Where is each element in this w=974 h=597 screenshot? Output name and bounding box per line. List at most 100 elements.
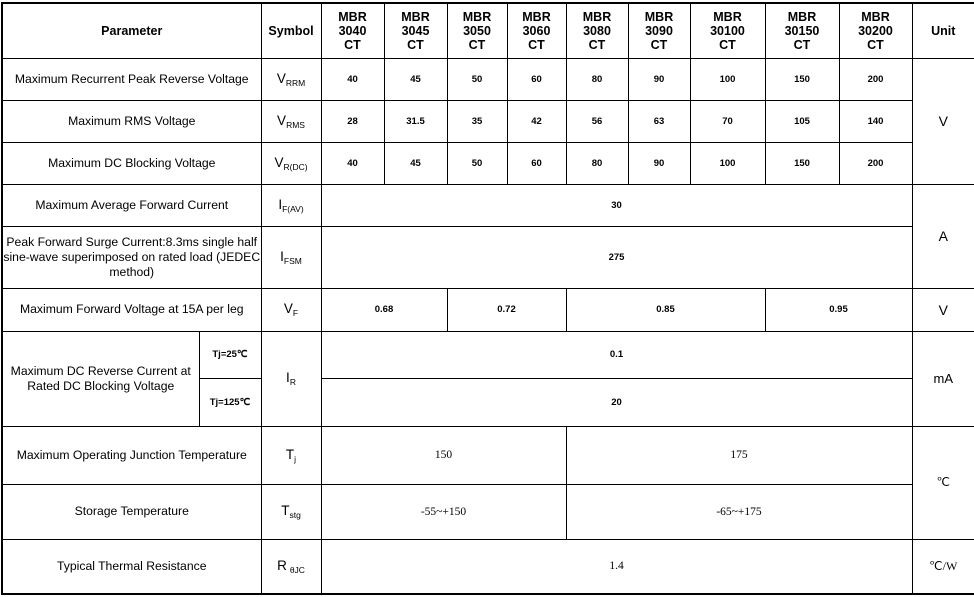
header-device-mbr30200ct: MBR 30200 CT bbox=[838, 2, 913, 59]
device-name-line: CT bbox=[344, 37, 361, 52]
symbol-subscript: θJC bbox=[289, 564, 305, 575]
row-ir-125c: Tj=125℃ 20 bbox=[2, 377, 974, 427]
unit-reverse-current: mA bbox=[911, 330, 974, 427]
device-name-line: MBR bbox=[338, 9, 367, 24]
device-name-line: MBR bbox=[713, 9, 742, 24]
symbol-ir: IR bbox=[260, 330, 322, 427]
device-name-line: CT bbox=[588, 37, 606, 52]
symbol-base: V bbox=[277, 112, 287, 128]
tstg-value-high-cell: -65~+175 bbox=[565, 483, 913, 540]
symbol-vrrm: VRRM bbox=[260, 57, 322, 101]
tstg-value-low-cell: -55~+150 bbox=[320, 483, 567, 540]
device-name-line: 30100 bbox=[710, 23, 745, 38]
symbol-vf: VF bbox=[260, 287, 322, 332]
vrms-value-cell: 63 bbox=[627, 99, 691, 143]
vrrm-value-cell: 80 bbox=[565, 57, 629, 101]
vrdc-value-cell: 45 bbox=[383, 141, 448, 185]
device-name-line: 30200 bbox=[858, 23, 893, 38]
vrrm-value-cell: 150 bbox=[764, 57, 840, 101]
param-ir: Maximum DC Reverse Current at Rated DC B… bbox=[1, 330, 200, 427]
param-vrrm: Maximum Recurrent Peak Reverse Voltage bbox=[1, 57, 262, 101]
param-tstg: Storage Temperature bbox=[1, 483, 262, 540]
vrrm-value-cell: 90 bbox=[627, 57, 691, 101]
symbol-vrms: VRMS bbox=[260, 99, 322, 143]
symbol-subscript: RRM bbox=[285, 77, 306, 88]
header-parameter: Parameter bbox=[1, 2, 262, 59]
vrrm-value-cell: 50 bbox=[446, 57, 508, 101]
vrms-value-cell: 42 bbox=[506, 99, 567, 143]
vrms-value-cell: 56 bbox=[565, 99, 629, 143]
vrdc-value-cell: 90 bbox=[627, 141, 691, 185]
param-vrms: Maximum RMS Voltage bbox=[1, 99, 262, 143]
device-name-line: 3090 bbox=[645, 23, 673, 38]
device-name-line: MBR bbox=[401, 9, 430, 24]
header-device-mbr3045ct: MBR 3045 CT bbox=[383, 2, 448, 59]
ifsm-value-cell: 275 bbox=[320, 225, 913, 289]
header-device-mbr3060ct: MBR 3060 CT bbox=[506, 2, 567, 59]
unit-current: A bbox=[911, 183, 974, 289]
vrdc-value-cell: 150 bbox=[764, 141, 840, 185]
symbol-base: T bbox=[281, 503, 290, 518]
vf-value-cell: 0.68 bbox=[320, 287, 448, 332]
symbol-base: I bbox=[278, 196, 283, 212]
vrdc-value-cell: 40 bbox=[320, 141, 385, 185]
rthjc-value-cell: 1.4 bbox=[320, 538, 913, 595]
symbol-base: I bbox=[280, 248, 284, 264]
device-name-line: CT bbox=[468, 37, 486, 52]
vrdc-value-cell: 50 bbox=[446, 141, 508, 185]
symbol-ifsm: IFSM bbox=[260, 225, 322, 289]
param-tj: Maximum Operating Junction Temperature bbox=[1, 425, 262, 485]
device-name-line: MBR bbox=[582, 9, 612, 24]
header-device-mbr3040ct: MBR 3040 CT bbox=[320, 2, 385, 59]
tj-value-high-cell: 175 bbox=[565, 425, 913, 485]
symbol-subscript: stg bbox=[289, 510, 301, 520]
device-name-line: CT bbox=[650, 37, 668, 52]
header-device-mbr30150ct: MBR 30150 CT bbox=[764, 2, 840, 59]
row-ir-25c: Maximum DC Reverse Current at Rated DC B… bbox=[1, 330, 974, 427]
device-name-line: CT bbox=[793, 37, 811, 52]
param-rthjc: Typical Thermal Resistance bbox=[1, 538, 262, 595]
header-device-mbr30100ct: MBR 30100 CT bbox=[689, 2, 766, 59]
symbol-base: V bbox=[276, 70, 286, 86]
unit-temperature: ℃ bbox=[911, 425, 974, 540]
symbol-tstg: Tstg bbox=[260, 483, 322, 540]
vrms-value-cell: 140 bbox=[838, 99, 913, 143]
row-vrdc: Maximum DC Blocking Voltage VR(DC) 40 45… bbox=[1, 141, 974, 185]
device-name-line: MBR bbox=[462, 9, 492, 24]
vrdc-value-cell: 80 bbox=[565, 141, 629, 185]
vrms-value-cell: 70 bbox=[689, 99, 766, 143]
device-name-line: MBR bbox=[787, 9, 817, 24]
row-vrrm: Maximum Recurrent Peak Reverse Voltage V… bbox=[1, 57, 974, 185]
device-name-line: 3040 bbox=[338, 23, 367, 38]
row-tj: Maximum Operating Junction Temperature T… bbox=[1, 425, 974, 540]
symbol-tj: Tj bbox=[260, 425, 322, 485]
header-device-mbr3090ct: MBR 3090 CT bbox=[627, 2, 691, 59]
vf-value-cell: 0.72 bbox=[446, 287, 567, 332]
row-ifav: Maximum Average Forward Current IF(AV) 3… bbox=[1, 183, 974, 289]
param-vrdc: Maximum DC Blocking Voltage bbox=[1, 141, 262, 185]
vrms-value-cell: 35 bbox=[446, 99, 508, 143]
vrdc-value-cell: 200 bbox=[838, 141, 913, 185]
header-device-mbr3050ct: MBR 3050 CT bbox=[446, 2, 508, 59]
device-name-line: CT bbox=[528, 37, 545, 52]
condition-tj-25c: Tj=25℃ bbox=[198, 330, 262, 379]
vrms-value-cell: 105 bbox=[764, 99, 840, 143]
vrrm-value-cell: 40 bbox=[320, 57, 385, 101]
symbol-base: V bbox=[283, 301, 293, 316]
symbol-subscript: FSM bbox=[283, 255, 302, 266]
symbol-base: I bbox=[286, 370, 290, 385]
condition-tj-125c: Tj=125℃ bbox=[198, 377, 262, 427]
vrms-value-cell: 28 bbox=[320, 99, 385, 143]
header-unit: Unit bbox=[911, 2, 974, 59]
device-name-line: CT bbox=[867, 37, 884, 52]
device-name-line: 3045 bbox=[401, 23, 430, 38]
symbol-vrdc: VR(DC) bbox=[260, 141, 322, 185]
header-symbol: Symbol bbox=[260, 2, 322, 59]
header-row: Parameter Symbol MBR 3040 CT MBR 3045 CT… bbox=[1, 2, 974, 59]
ir-25c-value-cell: 0.1 bbox=[320, 330, 913, 379]
row-tstg: Storage Temperature Tstg -55~+150 -65~+1… bbox=[1, 483, 974, 540]
vrdc-value-cell: 100 bbox=[689, 141, 766, 185]
vf-value-cell: 0.85 bbox=[565, 287, 766, 332]
